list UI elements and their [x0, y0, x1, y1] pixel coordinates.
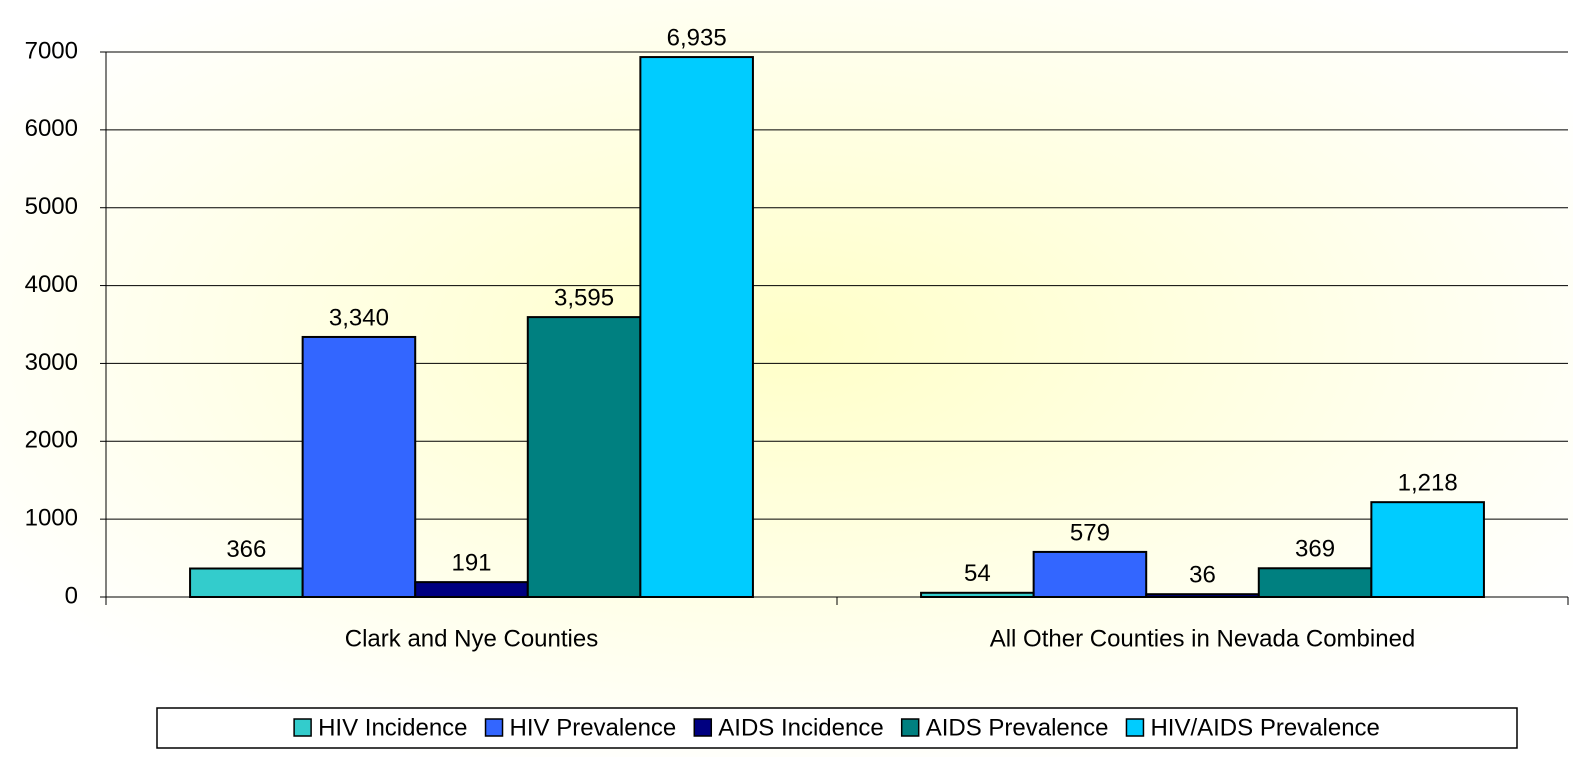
legend-label: HIV Incidence	[318, 714, 467, 741]
data-label: 1,218	[1398, 470, 1458, 497]
legend-swatch	[1125, 718, 1145, 737]
legend-label: AIDS Incidence	[718, 714, 883, 741]
legend-swatch	[900, 718, 920, 737]
y-tick-label: 3000	[25, 349, 78, 376]
y-tick-label: 7000	[25, 37, 78, 64]
bar	[1370, 501, 1485, 599]
data-label: 6,935	[667, 24, 727, 51]
legend-swatch	[293, 718, 312, 737]
data-label: 36	[1189, 562, 1216, 589]
legend-swatch	[693, 718, 713, 737]
bar	[1032, 550, 1148, 598]
bar	[920, 591, 1035, 599]
data-label: 54	[964, 560, 991, 587]
bar	[189, 567, 304, 598]
data-label: 366	[226, 536, 266, 563]
legend-box	[156, 707, 1518, 749]
legend-label: HIV/AIDS Prevalence	[1150, 714, 1379, 741]
x-tick-label: All Other Counties in Nevada Combined	[990, 625, 1416, 652]
legend-label: AIDS Prevalence	[926, 714, 1109, 741]
y-tick-label: 4000	[25, 271, 78, 298]
y-tick-label: 1000	[25, 504, 78, 531]
x-tick-label: Clark and Nye Counties	[345, 625, 598, 652]
legend-swatch	[484, 718, 504, 737]
data-label: 579	[1070, 519, 1110, 546]
legend-label: HIV Prevalence	[510, 714, 677, 741]
y-tick-label: 2000	[25, 427, 78, 454]
bar	[301, 335, 417, 598]
bar	[1257, 567, 1373, 598]
bar	[414, 581, 529, 598]
data-label: 3,595	[554, 284, 614, 311]
y-tick-label: 0	[65, 582, 78, 609]
bar	[639, 56, 754, 598]
data-label: 3,340	[329, 304, 389, 331]
bar	[526, 316, 642, 598]
data-label: 191	[451, 549, 491, 576]
y-tick-label: 5000	[25, 193, 78, 220]
data-label: 369	[1295, 536, 1335, 563]
y-tick-label: 6000	[25, 115, 78, 142]
